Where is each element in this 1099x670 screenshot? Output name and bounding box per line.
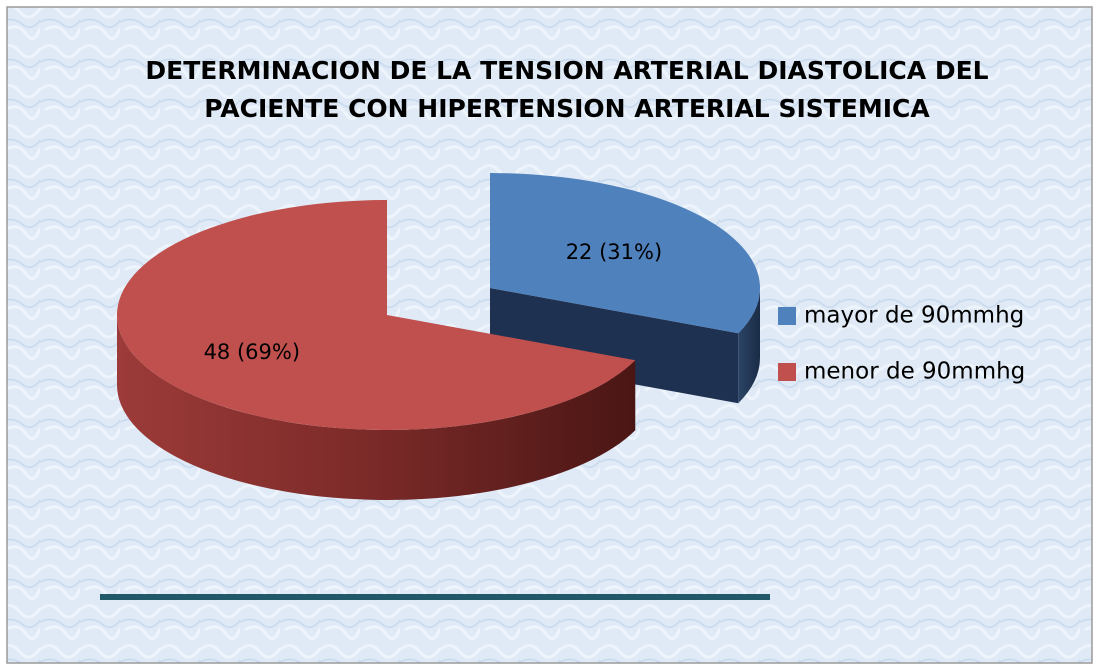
legend-swatch (778, 307, 796, 325)
legend-label: mayor de 90mmhg (804, 303, 1024, 329)
slice-face (490, 288, 739, 404)
pie-slice (490, 173, 760, 334)
chart-title: PACIENTE CON HIPERTENSION ARTERIAL SISTE… (204, 94, 930, 123)
slice-wall (117, 315, 636, 500)
chart-title: DETERMINACION DE LA TENSION ARTERIAL DIA… (145, 56, 988, 85)
data-label: 48 (69%) (204, 340, 300, 364)
pie-slice (117, 200, 636, 430)
slice-wall (738, 288, 760, 404)
legend-label: menor de 90mmhg (804, 359, 1025, 385)
plot-base (100, 594, 770, 600)
legend-swatch (778, 363, 796, 381)
data-label: 22 (31%) (566, 240, 662, 264)
